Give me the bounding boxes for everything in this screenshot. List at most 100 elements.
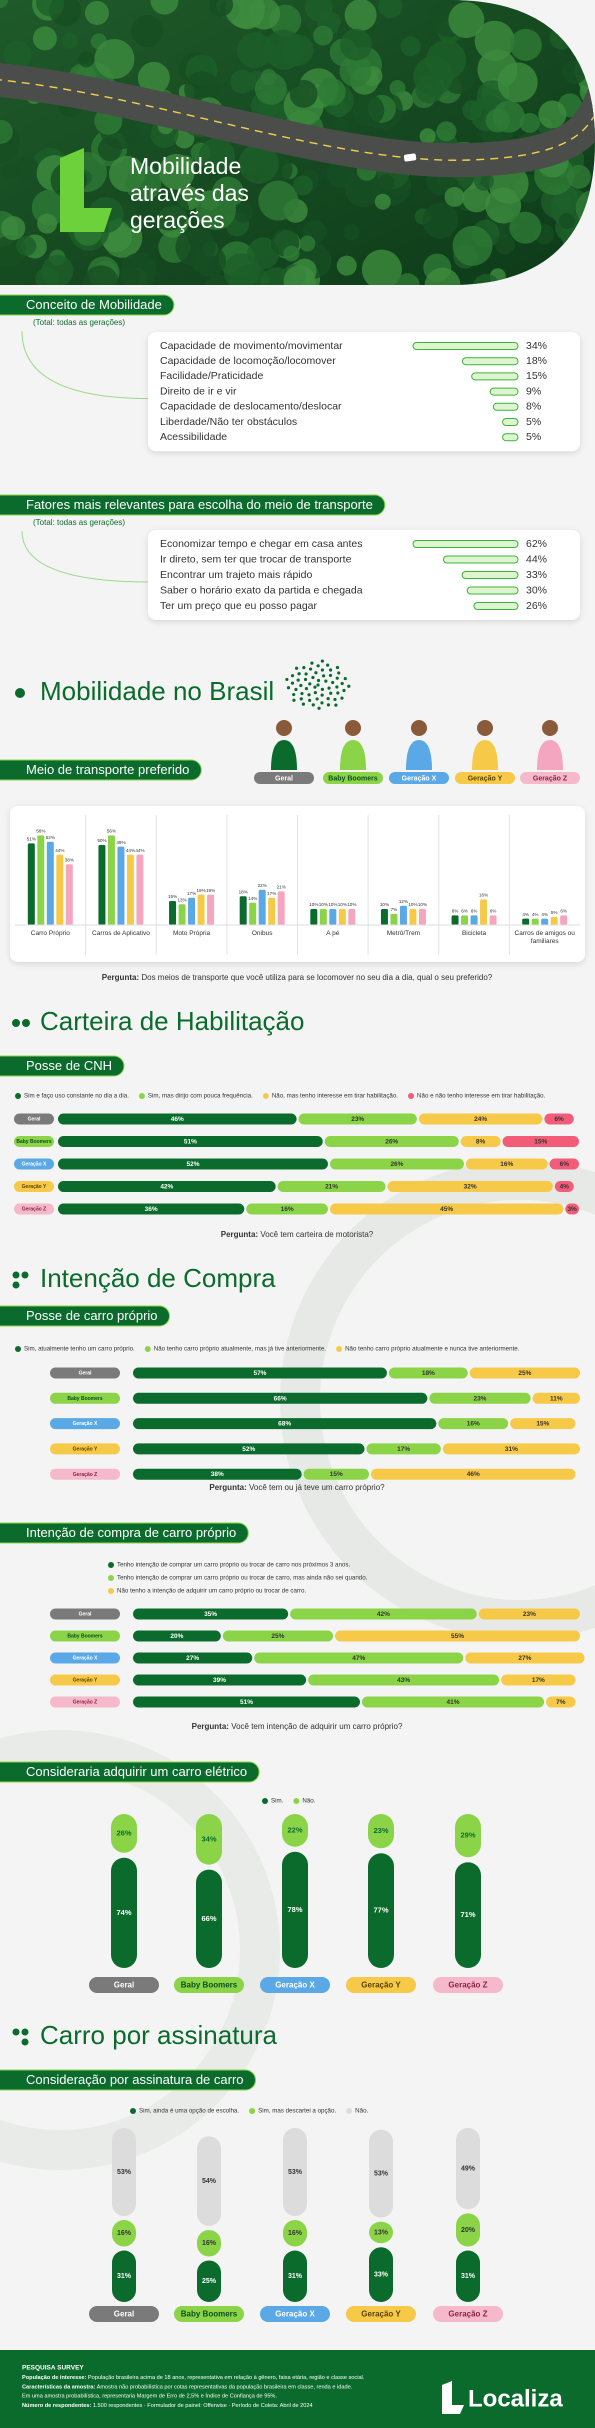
- segment: [303, 1468, 369, 1480]
- map-dot: [310, 661, 314, 665]
- segment: [58, 1181, 276, 1192]
- legend-label: Geração Y: [468, 775, 503, 782]
- segment: [246, 1203, 328, 1215]
- title: Mobilidade: [130, 153, 241, 179]
- legend-label: Sim, mas descartei a opção.: [258, 2108, 336, 2115]
- tree: [32, 26, 57, 51]
- value-label: 47%: [352, 1655, 365, 1662]
- value-label: 20%: [170, 1633, 183, 1640]
- segment: [133, 1608, 289, 1620]
- value-label: 38%: [65, 857, 74, 862]
- bar: [319, 909, 327, 925]
- heading-icon: [21, 2038, 29, 2046]
- map-dot: [340, 681, 344, 686]
- segment: [222, 1630, 334, 1642]
- row-label: Geral: [79, 1612, 92, 1618]
- brand-logo: [442, 2381, 464, 2414]
- person-body: [271, 740, 297, 770]
- bar: [489, 387, 519, 396]
- value-label: 18%: [239, 889, 248, 894]
- bar: [442, 555, 519, 564]
- tree: [258, 180, 299, 221]
- segment: [369, 2221, 393, 2244]
- tree: [233, 202, 254, 223]
- value-label: 4%: [532, 912, 539, 917]
- map-dot: [313, 685, 317, 689]
- row-label-pill: [14, 1203, 54, 1215]
- segment: [58, 1203, 245, 1215]
- item-label: Facilidade/Praticidade: [160, 370, 263, 382]
- value-label: 11%: [550, 1395, 563, 1402]
- value-label: 44%: [526, 553, 547, 565]
- map-dot: [340, 696, 344, 700]
- row-label: Geral: [79, 1371, 92, 1377]
- map-dot: [342, 688, 346, 693]
- value-label: 7%: [391, 907, 398, 912]
- bar: [56, 854, 64, 925]
- person-head: [477, 720, 493, 736]
- map-dot: [308, 698, 312, 702]
- value-label: 16%: [467, 1421, 480, 1428]
- value-label: 22%: [287, 1825, 302, 1834]
- item-label: Capacidade de deslocamento/deslocar: [160, 401, 342, 413]
- value-label: 31%: [117, 2273, 132, 2280]
- category-pill: [174, 1977, 244, 1993]
- value-label: 5%: [551, 910, 558, 915]
- legend-label: Sim, mas dirijo com pouca frequência.: [148, 1093, 253, 1100]
- map-dot: [336, 691, 340, 695]
- tree: [260, 267, 293, 285]
- tree: [304, 0, 333, 22]
- value-label: 42%: [377, 1611, 390, 1618]
- tree: [313, 25, 334, 46]
- tree: [192, 256, 209, 273]
- segment: [335, 1630, 580, 1642]
- tree: [281, 34, 314, 67]
- segment: [501, 1674, 576, 1686]
- tree: [158, 153, 195, 190]
- question-label: Pergunta:: [209, 1483, 246, 1492]
- row-label-pill: [14, 1136, 54, 1147]
- bar: [329, 909, 337, 925]
- tree: [422, 202, 459, 239]
- category-pill: [433, 1977, 503, 1993]
- tree: [317, 77, 346, 106]
- row-label: Geração X: [73, 1421, 98, 1427]
- segment: [197, 2229, 221, 2257]
- x-tick-label: A pé: [326, 930, 340, 937]
- tree: [94, 39, 135, 80]
- map-dot: [290, 681, 295, 685]
- item-label: Ter um preço que eu posso pagar: [160, 600, 318, 612]
- value-label: 6%: [490, 909, 497, 914]
- legend-dot: [262, 1093, 269, 1099]
- segment: [133, 1674, 307, 1686]
- value-label: 57%: [253, 1370, 266, 1377]
- category-label: Geral: [114, 2310, 134, 2319]
- heading-icon: [22, 1019, 30, 1027]
- tree: [378, 174, 395, 191]
- value-label: 17%: [397, 1446, 410, 1453]
- footer-text: Em uma amostra probabilística, represent…: [22, 2393, 277, 2400]
- tree: [497, 62, 538, 103]
- map-dot: [285, 677, 289, 682]
- name-pill: [389, 772, 449, 784]
- item-label: Liberdade/Não ter obstáculos: [160, 416, 297, 428]
- legend-label: Não tenho carro próprio atualmente, mas …: [154, 1346, 327, 1353]
- value-label: 10%: [380, 902, 389, 907]
- tree: [137, 61, 170, 94]
- value-label: 42%: [160, 1184, 173, 1191]
- category-label: Baby Boomers: [181, 2310, 238, 2319]
- value-label: 26%: [116, 1828, 131, 1837]
- row-label-pill: [14, 1158, 54, 1170]
- value-label: 78%: [287, 1905, 302, 1914]
- segment: [290, 1608, 477, 1620]
- segment: [478, 1608, 580, 1620]
- tree: [36, 0, 65, 17]
- row-label: Geração Y: [73, 1678, 98, 1684]
- name-pill: [323, 772, 383, 784]
- segment: [418, 1113, 543, 1125]
- bar: [550, 917, 558, 925]
- x-tick-label: Moto Própria: [172, 930, 211, 937]
- bar: [65, 864, 73, 925]
- value-label: 31%: [288, 2273, 303, 2280]
- tree: [336, 255, 357, 276]
